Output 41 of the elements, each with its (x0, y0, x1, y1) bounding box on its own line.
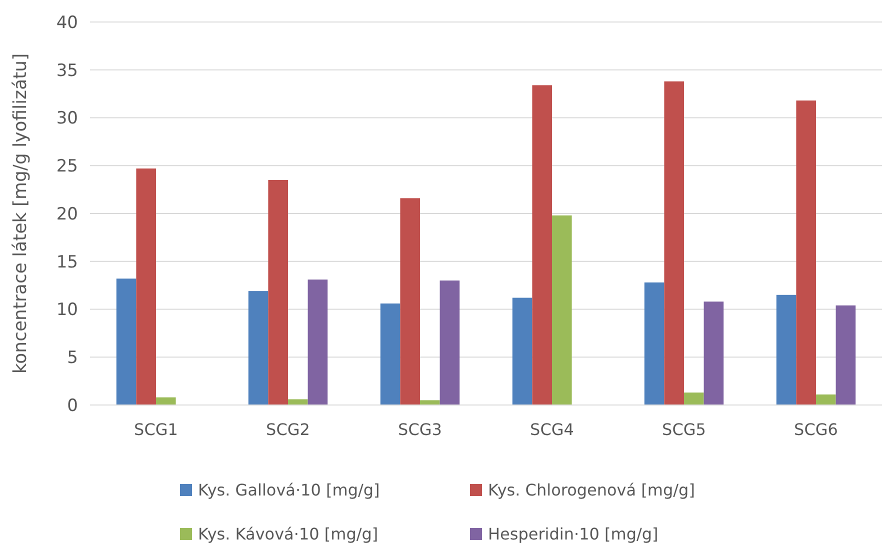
bar (552, 215, 572, 405)
legend-label: Kys. Chlorogenová [mg/g] (488, 480, 695, 500)
bar (308, 280, 328, 405)
y-tick-label: 20 (56, 204, 78, 224)
y-tick-label: 0 (67, 396, 78, 416)
bar (380, 304, 400, 405)
x-tick-label: SCG6 (794, 420, 838, 439)
x-tick-label: SCG2 (266, 420, 310, 439)
x-tick-label: SCG5 (662, 420, 706, 439)
bar (440, 280, 460, 405)
bar (420, 400, 440, 405)
bar (136, 168, 156, 405)
bar (684, 392, 704, 405)
x-tick-label: SCG4 (530, 420, 574, 439)
bar (248, 291, 268, 405)
bar (664, 81, 684, 405)
bar (512, 298, 532, 405)
y-tick-label: 40 (56, 12, 78, 33)
bar (776, 294, 796, 405)
bar (644, 282, 664, 405)
x-tick-label: SCG3 (398, 420, 442, 439)
bar (268, 180, 288, 405)
y-tick-label: 15 (56, 252, 78, 272)
y-tick-label: 5 (67, 348, 78, 368)
x-tick-label: SCG1 (134, 420, 178, 439)
y-axis-title: koncentrace látek [mg/g lyofilizátu] (10, 53, 31, 374)
bar (400, 198, 420, 405)
bar (116, 278, 136, 405)
bar (532, 85, 552, 405)
y-tick-label: 30 (56, 108, 78, 129)
legend-label: Kys. Kávová·10 [mg/g] (198, 524, 378, 544)
bar (704, 302, 724, 405)
bar (816, 394, 836, 405)
y-tick-label: 10 (56, 300, 78, 320)
legend-label: Hesperidin·10 [mg/g] (488, 524, 658, 544)
bar (796, 100, 816, 405)
bar (836, 305, 856, 405)
bar (156, 397, 176, 405)
y-tick-label: 25 (56, 156, 78, 177)
legend-label: Kys. Gallová·10 [mg/g] (198, 480, 380, 500)
y-tick-label: 35 (56, 60, 78, 81)
